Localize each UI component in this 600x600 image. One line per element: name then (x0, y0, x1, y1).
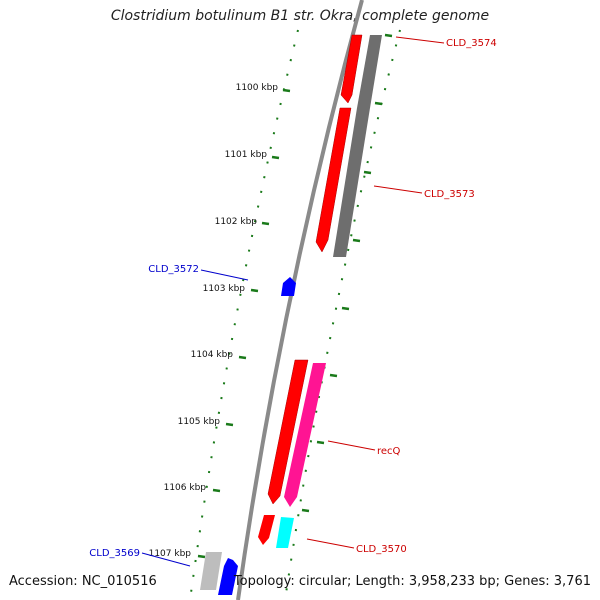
leader-cld3570 (306, 538, 355, 549)
leader-recq (327, 440, 376, 451)
gene-cld3574-gray[interactable] (357, 35, 382, 108)
tick-label-1100: 1100 kbp (236, 83, 279, 93)
gene-cld3569-blue[interactable] (218, 558, 238, 595)
accession-text: Accession: NC_010516 (9, 574, 157, 589)
tick-label-1106: 1106 kbp (164, 483, 207, 493)
gene-cld3572-blue[interactable] (281, 277, 296, 296)
tick-label-1104: 1104 kbp (191, 350, 234, 360)
gene-cld3570-red[interactable] (258, 515, 275, 545)
gene-cld3574-red[interactable] (340, 34, 363, 104)
gene-cld3570-cyan[interactable] (276, 517, 294, 548)
inner-tick-track (189, 29, 299, 600)
map-title: Clostridium botulinum B1 str. Okra, comp… (110, 8, 490, 24)
leader-cld3572 (200, 269, 249, 281)
gene-cld3573-gray[interactable] (333, 108, 370, 257)
scale-ticks (197, 88, 291, 559)
gene-label-cld3572[interactable]: CLD_3572 (148, 264, 199, 275)
tick-label-1107: 1107 kbp (149, 549, 192, 559)
gene-label-cld3570[interactable]: CLD_3570 (356, 544, 407, 555)
leader-cld3574 (395, 36, 445, 44)
tick-label-1105: 1105 kbp (178, 417, 221, 427)
gene-recq-magenta[interactable] (284, 363, 326, 507)
gene-label-cld3573[interactable]: CLD_3573 (424, 189, 475, 200)
gene-cld3573-red[interactable] (315, 107, 352, 253)
gene-recq-red[interactable] (267, 359, 309, 505)
gene-cld3569-gray[interactable] (200, 552, 222, 590)
gene-label-recq[interactable]: recQ (377, 446, 401, 457)
tick-label-1101: 1101 kbp (225, 150, 268, 160)
tick-label-1102: 1102 kbp (215, 217, 258, 227)
leader-cld3573 (373, 185, 423, 194)
genome-backbone (236, 0, 364, 600)
leader-cld3569 (141, 552, 191, 567)
gene-label-cld3569[interactable]: CLD_3569 (89, 548, 140, 559)
genome-summary-text: Topology: circular; Length: 3,958,233 bp… (233, 574, 591, 589)
tick-label-1103: 1103 kbp (203, 284, 246, 294)
gene-label-cld3574[interactable]: CLD_3574 (446, 38, 497, 49)
outer-ring-ticks (301, 33, 393, 513)
